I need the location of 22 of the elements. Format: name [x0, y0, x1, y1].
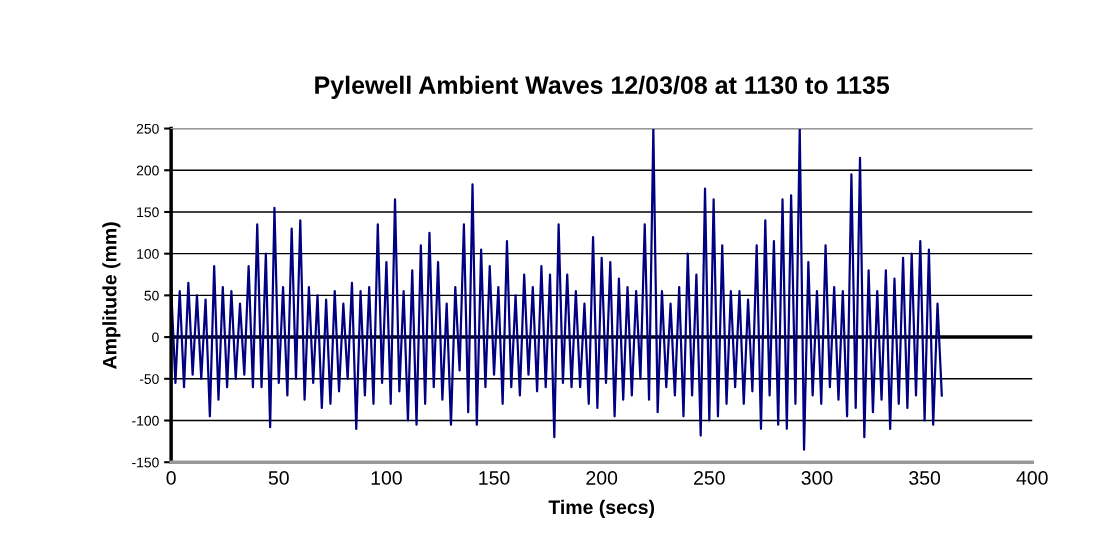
x-tick-label: 150 [479, 471, 510, 485]
x-tick-label: 200 [586, 471, 618, 485]
x-tick-label: 50 [268, 471, 289, 485]
y-tick-label: 150 [137, 207, 159, 218]
y-tick-label: -150 [132, 457, 159, 468]
y-tick-label: -50 [139, 374, 159, 384]
y-tick-label: 50 [144, 290, 159, 301]
y-tick-label: -100 [132, 415, 159, 426]
x-axis-title: Time (secs) [548, 499, 655, 518]
x-tick-label: 250 [694, 471, 725, 485]
y-tick-label: 250 [136, 123, 159, 134]
y-tick-label: 100 [137, 249, 159, 259]
x-tick-label: 100 [371, 471, 402, 485]
y-tick-label: 0 [152, 332, 159, 343]
x-tick-label: 350 [909, 471, 941, 485]
chart-title: Pylewell Ambient Waves 12/03/08 at 1130 to 1135 [315, 75, 890, 100]
x-tick-label: 0 [166, 471, 176, 485]
y-axis-title: Amplitude (mm) [102, 222, 121, 369]
line-series [171, 128, 943, 451]
y-tick-label: 200 [136, 165, 159, 176]
x-tick-label: 300 [801, 471, 833, 485]
x-tick-label: 400 [1016, 471, 1048, 485]
